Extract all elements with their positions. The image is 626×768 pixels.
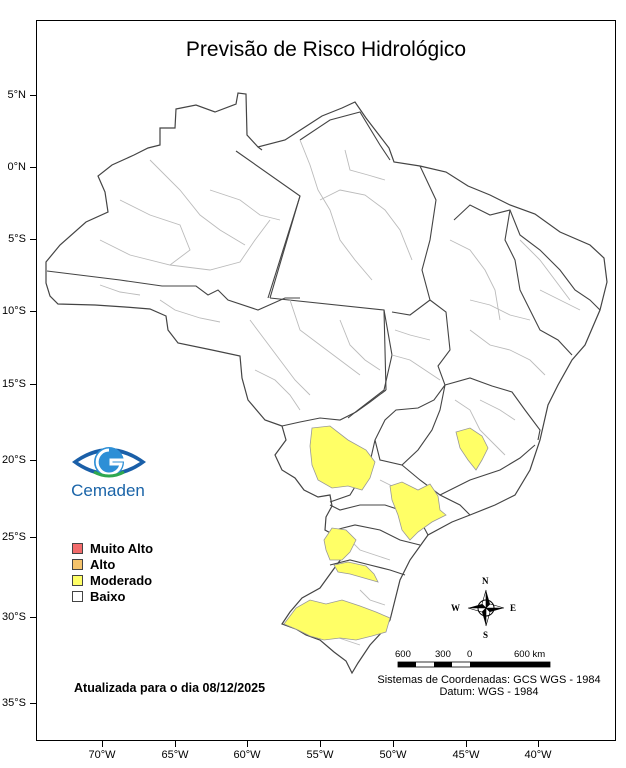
compass-s: S: [483, 630, 489, 640]
lon-tick: [320, 741, 321, 747]
lat-tick: [30, 537, 36, 538]
scale-label: 0: [467, 649, 473, 660]
scale-label: 300: [435, 649, 451, 660]
compass-e: E: [510, 603, 517, 613]
region-santa-catarina: [333, 561, 379, 583]
legend-item-moderado: Moderado: [72, 572, 153, 588]
lon-label-45w: 45°W: [452, 749, 480, 761]
coordinate-system-text: Sistemas de Coordenadas: GCS WGS - 1984 …: [370, 674, 608, 698]
lat-label-35s: 35°S: [2, 697, 26, 709]
lat-tick: [30, 384, 36, 385]
scale-label: 600: [395, 649, 411, 660]
legend: Muito Alto Alto Moderado Baixo: [72, 540, 153, 604]
lat-tick: [30, 703, 36, 704]
compass-n: N: [482, 576, 489, 586]
legend-item-alto: Alto: [72, 556, 153, 572]
lon-label-65w: 65°W: [161, 749, 189, 761]
lat-label-30s: 30°S: [2, 611, 26, 623]
region-rio-grande-do-sul: [283, 599, 391, 641]
lon-label-55w: 55°W: [306, 749, 334, 761]
lat-tick: [30, 239, 36, 240]
lon-tick: [393, 741, 394, 747]
compass-rose-icon: [467, 589, 505, 627]
legend-item-muito-alto: Muito Alto: [72, 540, 153, 556]
state-borders: [46, 111, 601, 576]
region-parana: [323, 527, 357, 561]
legend-label: Alto: [90, 556, 116, 572]
lon-label-60w: 60°W: [233, 749, 261, 761]
lat-tick: [30, 460, 36, 461]
lon-tick: [466, 741, 467, 747]
crs-line-1: Sistemas de Coordenadas: GCS WGS - 1984: [377, 674, 601, 686]
watershed-borders: [99, 139, 581, 646]
scale-bar: [397, 661, 551, 668]
crs-line-2: Datum: WGS - 1984: [439, 686, 539, 698]
lat-tick: [30, 167, 36, 168]
compass-w: W: [451, 603, 460, 613]
lon-label-70w: 70°W: [88, 749, 116, 761]
region-sao-paulo: [389, 481, 447, 541]
cemaden-logo-icon: [72, 447, 146, 478]
lat-label-15s: 15°S: [2, 378, 26, 390]
updated-date-text: Atualizada para o dia 08/12/2025: [74, 681, 266, 695]
brazil-outline: [45, 92, 608, 675]
lon-label-40w: 40°W: [524, 749, 552, 761]
lat-label-0n: 0°N: [7, 161, 26, 173]
lat-tick: [30, 311, 36, 312]
lat-label-5n: 5°N: [7, 89, 26, 101]
cemaden-logo-text: Cemaden: [71, 481, 145, 500]
scale-label: 600 km: [514, 649, 546, 660]
legend-label: Muito Alto: [90, 540, 154, 556]
region-mato-grosso-do-sul: [309, 425, 376, 491]
legend-label: Moderado: [90, 572, 153, 588]
map-title: Previsão de Risco Hidrológico: [185, 38, 467, 61]
lat-label-5s: 5°S: [8, 233, 26, 245]
legend-swatch-muito-alto: [72, 542, 83, 554]
lat-tick: [30, 617, 36, 618]
lon-label-50w: 50°W: [379, 749, 407, 761]
region-minas-gerais: [455, 427, 489, 471]
lat-tick: [30, 95, 36, 96]
lat-label-25s: 25°S: [2, 531, 26, 543]
lat-label-20s: 20°S: [2, 454, 26, 466]
legend-swatch-alto: [72, 558, 83, 570]
legend-swatch-moderado: [72, 574, 83, 586]
moderate-risk-regions: [283, 425, 489, 641]
legend-swatch-baixo: [72, 590, 83, 602]
lon-tick: [175, 741, 176, 747]
lon-tick: [102, 741, 103, 747]
lon-tick: [538, 741, 539, 747]
legend-item-baixo: Baixo: [72, 588, 153, 604]
lon-tick: [247, 741, 248, 747]
lat-label-10s: 10°S: [2, 305, 26, 317]
legend-label: Baixo: [90, 588, 126, 604]
